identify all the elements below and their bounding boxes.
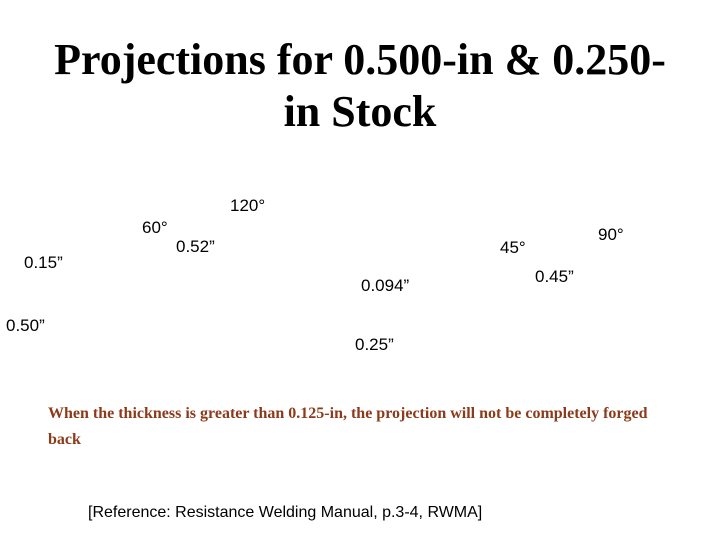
middle-angle-label: 120° xyxy=(230,196,266,215)
right-angle-label-45: 45° xyxy=(500,238,526,257)
left-angle-label: 60° xyxy=(142,218,168,237)
middle-height-label: 0.094” xyxy=(361,276,410,295)
slide-title-line-1: Projections for 0.500-in & 0.250- xyxy=(54,35,666,84)
reference-citation: [Reference: Resistance Welding Manual, p… xyxy=(88,504,483,521)
right-angle-label-90: 90° xyxy=(598,225,624,244)
slide-title: Projections for 0.500-in & 0.250- in Sto… xyxy=(0,34,720,138)
thickness-note: When the thickness is greater than 0.125… xyxy=(48,405,648,448)
middle-thickness-label: 0.25” xyxy=(355,335,394,354)
slide-title-line-2: in Stock xyxy=(283,87,437,136)
left-diameter-label: 0.52” xyxy=(176,237,215,256)
left-height-label: 0.15” xyxy=(24,253,63,272)
right-diameter-label: 0.45” xyxy=(535,267,574,286)
left-thickness-label: 0.50” xyxy=(6,316,45,335)
